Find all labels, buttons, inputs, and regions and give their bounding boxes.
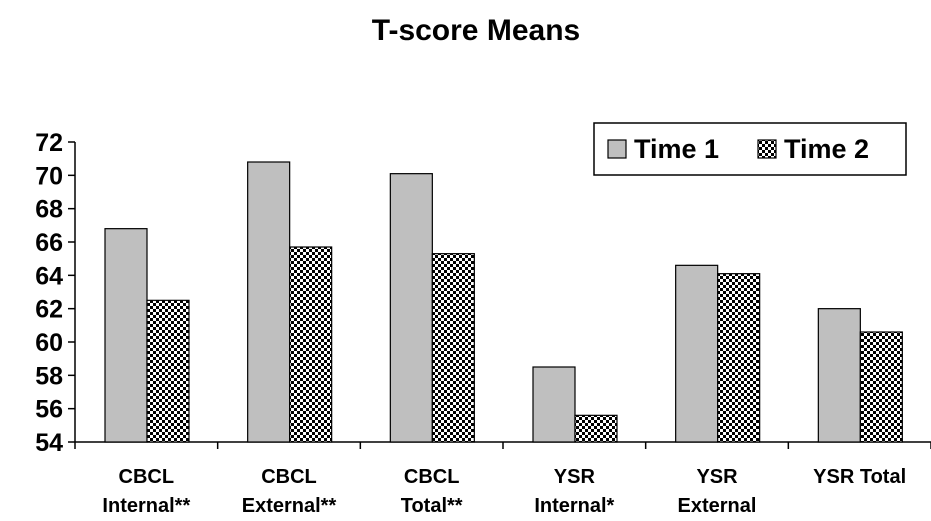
bar-time-1: [389, 173, 433, 443]
bar-time-2: [574, 414, 618, 443]
x-category-label-line: YSR: [554, 466, 596, 488]
x-axis: CBCL Internal** CBCL External** CBCL Total** Y…: [74, 441, 931, 517]
legend-label: Time 1: [634, 134, 719, 164]
y-tick-label: 66: [35, 229, 63, 257]
x-category-label-line: Internal**: [102, 495, 190, 517]
x-category-label-line: CBCL: [119, 466, 175, 488]
x-category-label: YSR Total: [813, 466, 906, 488]
y-tick-label: 60: [35, 329, 63, 357]
y-tick-label: 70: [35, 162, 63, 190]
x-category-label: YSR Internal*: [534, 466, 614, 517]
y-tick-label: 56: [35, 396, 63, 424]
x-category-label-line: Total**: [401, 495, 463, 517]
legend: Time 1 Time 2: [593, 122, 907, 176]
bar-time-2: [289, 246, 333, 443]
legend-swatch: [607, 139, 627, 159]
x-category-label-line: Internal*: [534, 495, 614, 517]
x-category-label: CBCL External**: [242, 466, 337, 517]
x-category-label-line: YSR Total: [813, 466, 906, 488]
x-category-label: CBCL Internal**: [102, 466, 190, 517]
chart-title: T-score Means: [372, 14, 580, 47]
bar-time-2: [431, 253, 475, 443]
bar-time-1: [817, 308, 861, 443]
y-tick-label: 54: [35, 429, 63, 457]
y-tick-label: 58: [35, 362, 63, 390]
bar-time-2: [717, 273, 761, 443]
y-tick-label: 68: [35, 196, 63, 224]
bar-time-2: [859, 331, 903, 443]
bar-time-1: [247, 161, 291, 443]
y-tick-label: 72: [35, 129, 63, 157]
bar-time-1: [675, 264, 719, 443]
x-category-label: CBCL Total**: [401, 466, 463, 517]
y-tick-label: 62: [35, 296, 63, 324]
legend-swatch: [757, 139, 777, 159]
x-category-label: YSR External: [678, 466, 757, 517]
x-category-label-line: CBCL: [404, 466, 460, 488]
x-category-label-line: External: [678, 495, 757, 517]
x-category-label-line: YSR: [696, 466, 738, 488]
x-category-label-line: CBCL: [261, 466, 317, 488]
legend-box: [593, 122, 907, 176]
y-tick-label: 64: [35, 262, 63, 290]
bar-time-1: [104, 228, 148, 443]
y-axis: 54 56 58 60 62 64 66 68 70 72: [35, 129, 76, 457]
bar-time-2: [146, 299, 190, 443]
bars: [104, 161, 903, 443]
x-category-label-line: External**: [242, 495, 337, 517]
legend-label: Time 2: [784, 134, 869, 164]
bar-time-1: [532, 366, 576, 443]
